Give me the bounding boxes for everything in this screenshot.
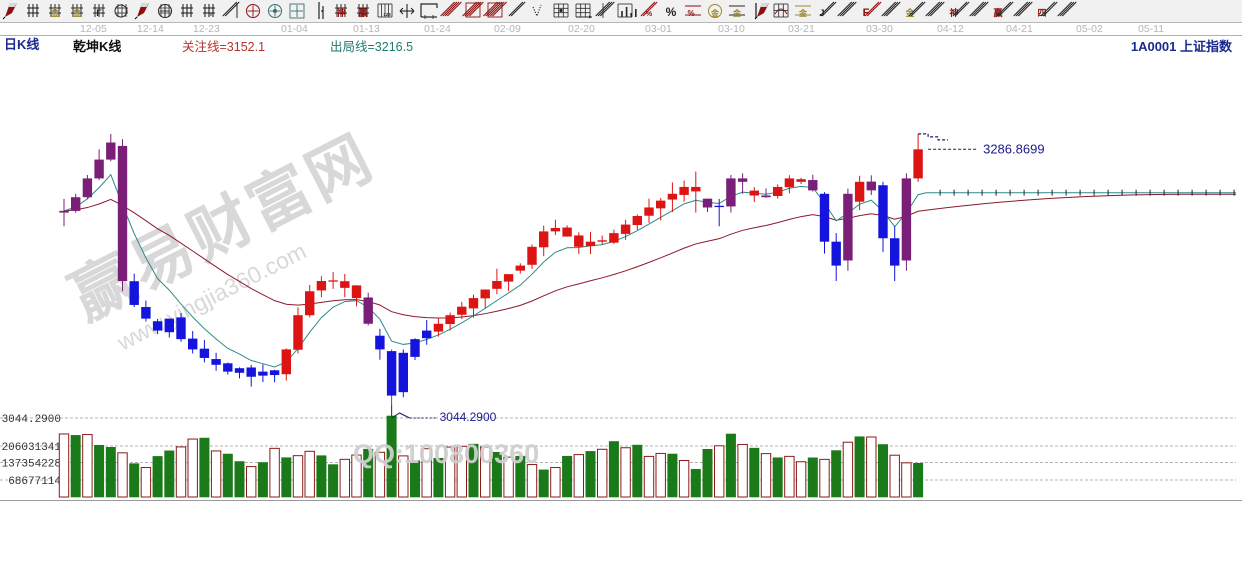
svg-text:206031341: 206031341 <box>2 442 62 454</box>
svg-text:金: 金 <box>71 7 82 18</box>
svg-text:J: J <box>819 8 824 18</box>
svg-text:n: n <box>210 12 214 18</box>
svg-text:3044.2900: 3044.2900 <box>440 410 497 424</box>
svg-text:金: 金 <box>732 8 742 18</box>
svg-text:赢: 赢 <box>358 7 367 18</box>
svg-text:F: F <box>96 8 102 18</box>
svg-text:': ' <box>321 9 323 18</box>
svg-text:QQ:100800360: QQ:100800360 <box>353 439 539 469</box>
svg-text:3044.2900: 3044.2900 <box>2 414 61 426</box>
svg-text:68677114: 68677114 <box>8 476 61 488</box>
svg-text:%: % <box>666 5 677 19</box>
svg-text:金: 金 <box>798 8 808 18</box>
svg-text:%: % <box>687 9 694 18</box>
svg-text:3286.8699: 3286.8699 <box>983 141 1044 156</box>
svg-text:金: 金 <box>710 8 720 18</box>
svg-text:%: % <box>646 11 653 18</box>
svg-text:123: 123 <box>383 12 391 17</box>
svg-text:四: 四 <box>1037 8 1046 18</box>
svg-text:金: 金 <box>49 7 60 18</box>
svg-text:137354228: 137354228 <box>2 459 61 471</box>
svg-text:神: 神 <box>336 7 345 18</box>
